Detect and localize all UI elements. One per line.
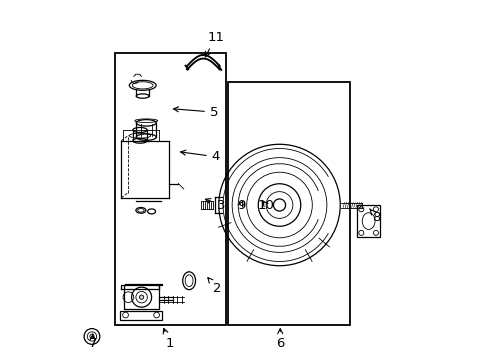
Text: 3: 3 (205, 198, 225, 212)
Bar (124, 285, 159, 309)
Text: 1: 1 (163, 328, 173, 350)
Text: 9: 9 (236, 198, 244, 212)
Bar (120, 311, 162, 320)
Circle shape (139, 295, 143, 299)
Bar (228, 82, 349, 325)
Text: 11: 11 (205, 31, 224, 57)
Text: 6: 6 (275, 329, 284, 350)
Bar (115, 53, 225, 325)
Text: 4: 4 (180, 150, 220, 163)
Text: 10: 10 (257, 198, 274, 212)
Bar (356, 205, 380, 237)
Text: 2: 2 (207, 278, 222, 296)
Text: 5: 5 (173, 105, 218, 119)
Text: 8: 8 (369, 209, 380, 224)
Text: 7: 7 (88, 334, 97, 350)
